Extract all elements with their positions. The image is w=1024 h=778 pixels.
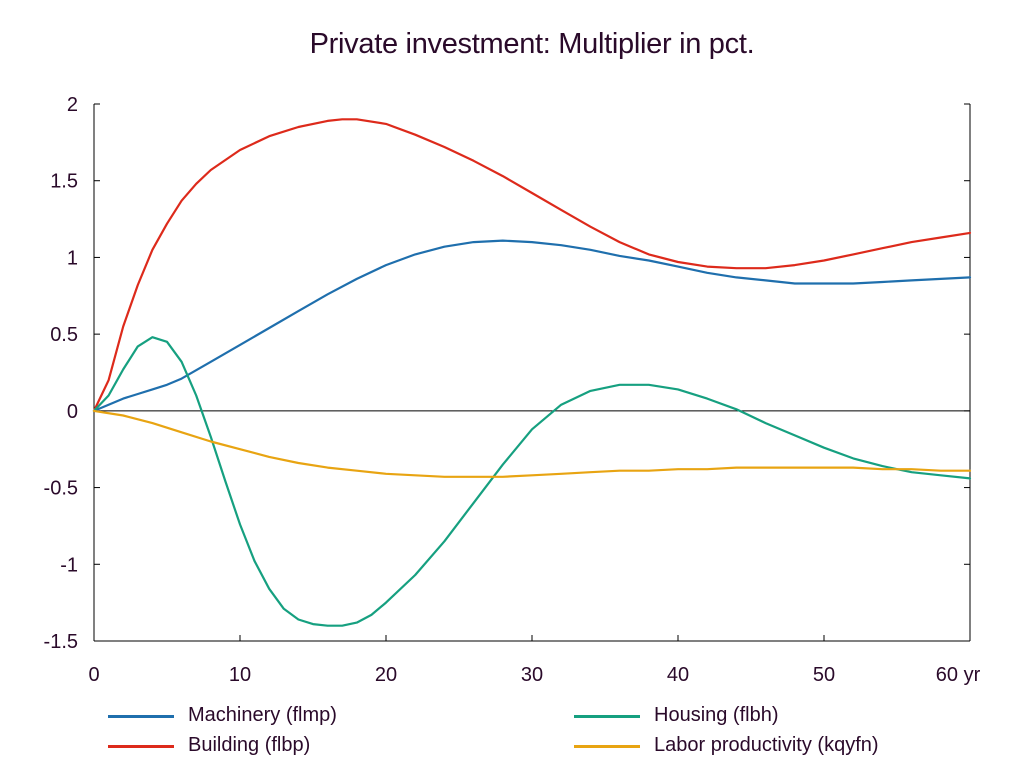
x-tick-label: 40 xyxy=(667,664,689,686)
chart-title: Private investment: Multiplier in pct. xyxy=(309,28,755,60)
legend-label: Building (flbp) xyxy=(188,734,311,756)
series-line-1 xyxy=(92,118,972,412)
legend-swatch xyxy=(108,715,174,718)
legend-swatch xyxy=(574,745,640,748)
legend-label: Machinery (flmp) xyxy=(188,704,337,726)
x-tick-label: 10 xyxy=(229,664,251,686)
y-tick-label: 1.5 xyxy=(50,171,78,193)
legend-swatch xyxy=(108,745,174,748)
x-tick-label: 60 yr xyxy=(936,664,981,686)
x-tick-label: 30 xyxy=(521,664,543,686)
tick-labels: 2 1.5 1 0.5 0 -0.5 -1 -1.5 0 10 20 30 40 50 60 yr xyxy=(44,94,981,686)
x-tick-label: 20 xyxy=(375,664,397,686)
axes xyxy=(93,103,971,642)
y-tick-label: 2 xyxy=(67,94,78,116)
y-tick-label: -1 xyxy=(60,554,78,576)
series-lines xyxy=(92,118,972,627)
y-tick-label: 1 xyxy=(67,247,78,269)
y-tick-label: 0 xyxy=(67,401,78,423)
x-tick-label: 0 xyxy=(88,664,99,686)
y-tick-label: -1.5 xyxy=(44,631,78,653)
x-tick-label: 50 xyxy=(813,664,835,686)
y-tick-label: 0.5 xyxy=(50,324,78,346)
legend-swatch xyxy=(574,715,640,718)
series-line-2 xyxy=(92,336,972,627)
legend-label: Labor productivity (kqyfn) xyxy=(654,734,879,756)
legend-label: Housing (flbh) xyxy=(654,704,779,726)
series-line-3 xyxy=(92,409,972,478)
line-chart: 2 1.5 1 0.5 0 -0.5 -1 -1.5 0 10 20 30 40 50 60 yr xyxy=(44,94,981,686)
series-line-0 xyxy=(92,239,972,412)
y-tick-label: -0.5 xyxy=(44,478,78,500)
